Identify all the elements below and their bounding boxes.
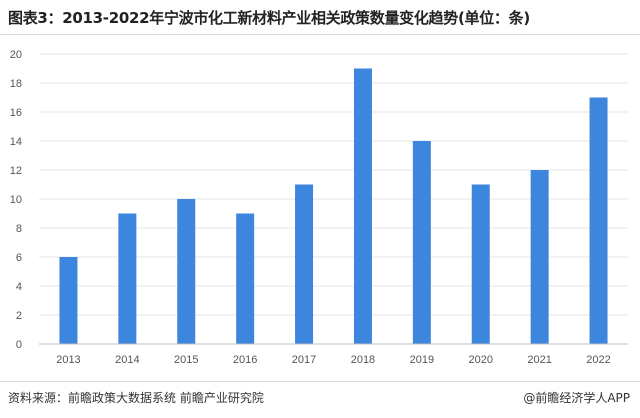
footer-divider: [0, 381, 640, 382]
y-tick-label: 0: [16, 339, 22, 351]
credit-label: @前瞻经济学人APP: [523, 391, 630, 405]
chart-title: 图表3：2013-2022年宁波市化工新材料产业相关政策数量变化趋势(单位：条): [8, 9, 530, 27]
x-tick-label: 2013: [56, 354, 80, 366]
y-tick-label: 14: [10, 136, 22, 148]
bar-2021: [530, 170, 549, 344]
x-tick-label: 2022: [586, 354, 610, 366]
y-tick-label: 2: [16, 310, 22, 322]
bar-2016: [236, 213, 255, 344]
y-tick-label: 20: [10, 49, 22, 61]
y-tick-label: 12: [10, 165, 22, 177]
x-tick-label: 2016: [233, 354, 257, 366]
y-tick-label: 6: [16, 252, 22, 264]
x-tick-label: 2021: [527, 354, 551, 366]
x-tick-label: 2020: [469, 354, 493, 366]
x-tick-label: 2019: [410, 354, 434, 366]
y-tick-label: 18: [10, 78, 22, 90]
title-divider: [0, 34, 640, 35]
bar-2014: [118, 213, 137, 344]
grid-lines: [39, 53, 628, 316]
bar-2017: [295, 184, 314, 344]
x-tick-label: 2014: [115, 354, 139, 366]
y-tick-label: 4: [16, 281, 22, 293]
bar-2015: [177, 199, 196, 344]
bar-2018: [353, 68, 372, 344]
x-tick-label: 2017: [292, 354, 316, 366]
y-tick-label: 16: [10, 107, 22, 119]
bar-2019: [412, 141, 431, 344]
y-tick-label: 8: [16, 223, 22, 235]
x-tick-label: 2018: [351, 354, 375, 366]
bar-2022: [589, 97, 608, 344]
y-tick-label: 10: [10, 194, 22, 206]
y-axis-tick-labels: 0 2 4 6 8 10 12 14 16 18 20: [10, 49, 22, 351]
bars: [59, 68, 608, 344]
bar-2013: [59, 257, 78, 344]
x-axis-tick-labels: 2013 2014 2015 2016 2017 2018 2019 2020 2021 2022: [56, 354, 611, 366]
bar-2020: [471, 184, 490, 344]
x-tick-label: 2015: [174, 354, 198, 366]
source-note: 资料来源：前瞻政策大数据系统 前瞻产业研究院: [8, 391, 264, 405]
